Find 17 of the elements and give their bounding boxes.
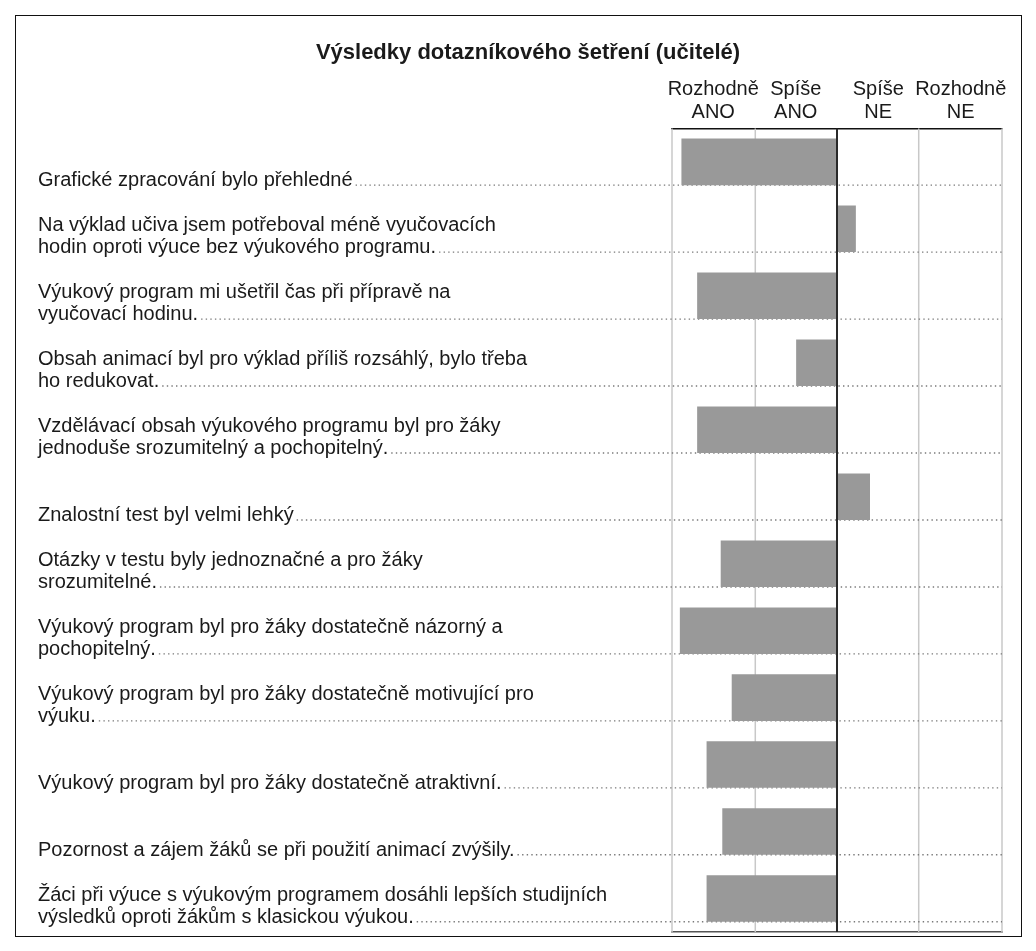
y-tick-label: Grafické zpracování bylo přehledné [38,168,353,191]
y-tick-label: Výukový program mi ušetřil čas při přípravě na vyučovací hodinu. [38,280,452,325]
y-tick-label: Obsah animací byl pro výklad příliš rozsáhlý, bylo třeba ho redukovat. [38,347,528,392]
y-tick-label: Na výklad učiva jsem potřeboval méně vyučovacích hodin oproti výuce bez výukového programu. [38,213,496,258]
y-tick-label: Vzdělávací obsah výukového programu byl pro žáky jednoduše srozumitelný a pochopitelný. [37,414,501,459]
text: Rozhodně NE [915,76,1007,122]
y-tick-label: Výukový program byl pro žáky dostatečně názorný a pochopitelný. [38,614,504,659]
y-tick-label: Otázky v testu byly jednoznačné a pro žáky srozumitelné. [38,547,423,592]
chart-title: Výsledky dotazníkového šetření (učitelé) [315,39,741,65]
y-tick-label: Pozornost a zájem žáků se při použití animací zvýšily. [38,837,515,860]
text: Spíše NE [852,76,904,122]
text: Rozhodně ANO [667,76,759,122]
y-tick-label: Znalostní test byl velmi lehký [38,502,294,525]
text: Spíše ANO [770,76,822,122]
y-tick-label: Výukový program byl pro žáky dostatečně motivující pro výuku. [38,681,534,726]
y-tick-label: Žáci při výuce s výukovým programem dosáhli lepších studijních výsledků oproti žákům s klasickou výukou. [38,882,608,927]
y-tick-label: Výukový program byl pro žáky dostatečně atraktivní. [38,770,502,793]
